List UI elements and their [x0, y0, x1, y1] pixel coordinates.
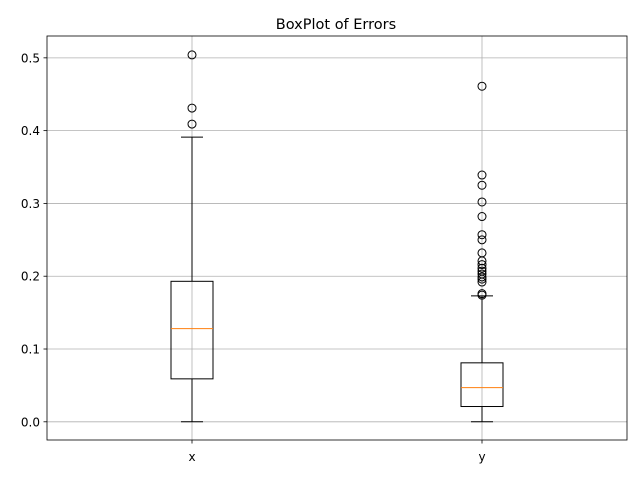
iqr-box — [170, 280, 214, 380]
outlier-point — [187, 50, 197, 60]
outlier-point — [477, 230, 487, 240]
outlier-point — [477, 269, 487, 279]
x-tick-label: x — [188, 450, 195, 464]
y-tick-label: 0.4 — [21, 124, 40, 138]
outlier-point — [477, 263, 487, 273]
outlier-point — [477, 235, 487, 245]
x-tick-label: y — [478, 450, 485, 464]
y-tick-label: 0.1 — [21, 343, 40, 357]
outlier-point — [477, 248, 487, 258]
outlier-point — [477, 266, 487, 276]
box-y — [460, 81, 504, 423]
outlier-point — [477, 260, 487, 270]
y-tick-label: 0.5 — [21, 51, 40, 65]
outlier-point — [477, 81, 487, 91]
outlier-point — [477, 272, 487, 282]
outlier-point — [477, 197, 487, 207]
chart-title: BoxPlot of Errors — [276, 17, 396, 33]
axes-frame — [46, 35, 628, 441]
box-x — [170, 50, 214, 423]
y-tick-label: 0.0 — [21, 415, 40, 429]
y-tick-label: 0.2 — [21, 270, 40, 284]
outlier-point — [477, 289, 487, 299]
plot-layer — [170, 50, 504, 423]
outlier-point — [187, 119, 197, 129]
outlier-point — [187, 103, 197, 113]
outlier-point — [477, 180, 487, 190]
outlier-point — [477, 170, 487, 180]
y-tick-label: 0.3 — [21, 197, 40, 211]
outlier-point — [477, 212, 487, 222]
grid-layer — [47, 36, 627, 440]
iqr-box — [460, 362, 504, 408]
axis-layer: 0.0 0.1 0.2 0.3 0.4 0.5 x y — [21, 35, 628, 464]
